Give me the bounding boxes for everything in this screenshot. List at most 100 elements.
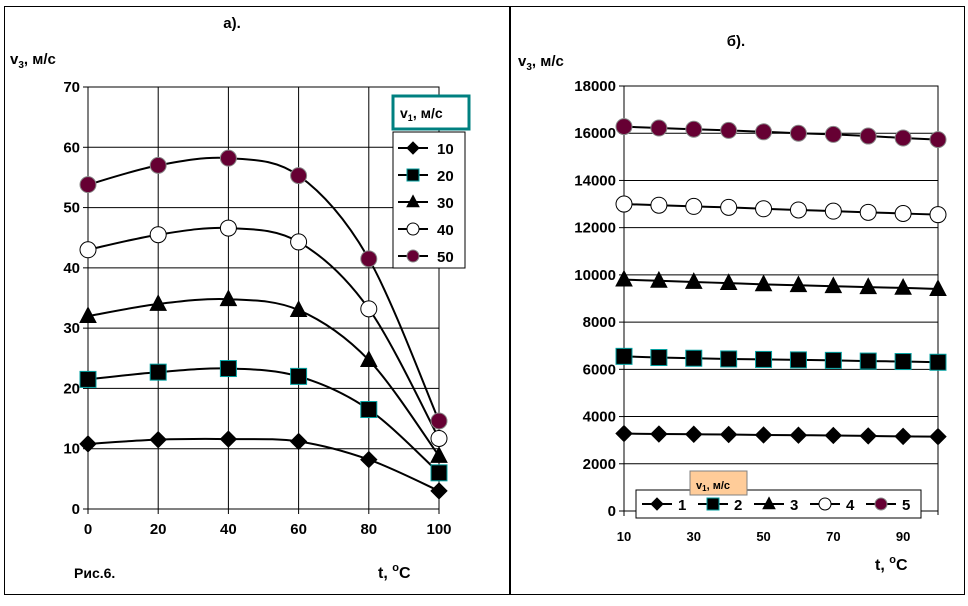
panel-a-frame [4,6,510,595]
chart-b-xtick-label: 50 [756,529,770,544]
chart-b-point-5-10 [615,118,633,136]
chart-b-point-1-70 [824,426,843,445]
chart-b: 0 2000 4000 6000 8000 10000 12000 14000 16000 180… [574,78,947,544]
chart-b-point-5-20 [650,119,668,137]
chart-b-point-5-90 [894,129,912,147]
chart-b-ytick-label: 6000 [583,361,616,378]
chart-b-point-3-50 [754,274,773,292]
chart-b-point-2-90 [894,353,912,371]
chart-a-legend-marker-50 [406,249,420,263]
chart-a-legend-label-50: 50 [437,249,454,266]
chart-a-ytick-label: 40 [63,260,80,277]
chart-b-legend-marker-2 [706,497,720,511]
chart-a-legend-marker-20 [406,168,420,182]
chart-b-ytick-label: 18000 [574,78,616,95]
chart-a-point-20-0 [79,370,97,388]
chart-b-point-2-20 [650,349,668,367]
chart-b-point-4-60 [789,201,807,219]
chart-b-ytick-label: 16000 [574,125,616,142]
chart-b-point-5-100 [929,131,947,149]
chart-b-ytick-label: 4000 [583,409,616,426]
chart-b-series-line-5 [623,125,939,141]
chart-b-point-4-40 [720,198,738,216]
chart-b-point-1-80 [859,427,877,445]
chart-a-point-20-40 [219,360,237,378]
chart-a-ytick-label: 10 [63,441,80,458]
chart-b-ytick-label: 10000 [574,267,616,284]
chart-a-legend-label-30: 30 [437,195,454,212]
chart-a-xlabel: t, oC [378,562,411,582]
chart-a-point-20-20 [149,363,167,381]
chart-a-point-50-20 [149,156,167,174]
chart-b-point-3-60 [789,275,808,293]
chart-a-point-10-0 [79,435,97,453]
chart-b-legend-title-box [689,470,748,496]
chart-a-xtick-label: 20 [150,521,167,538]
chart-a-series-20 [79,360,448,482]
chart-a-xtick-label: 80 [360,521,377,538]
chart-b-point-2-50 [755,350,773,368]
chart-a-point-10-100 [430,482,448,500]
chart-a-point-20-100 [430,464,448,482]
chart-b-point-1-50 [754,426,773,444]
chart-b-point-1-60 [789,426,808,444]
chart-b-legend-marker-5 [874,497,888,511]
chart-a-legend-marker-30 [406,194,420,208]
chart-b-series-line-4 [623,203,939,216]
chart-b-point-1-10 [615,424,633,443]
chart-b-point-3-90 [894,278,912,295]
chart-b-point-1-100 [929,427,947,446]
chart-a-series-50 [79,149,448,430]
chart-a-legend: v1, м/с 10 20 30 40 50 [391,94,471,269]
chart-b-point-4-80 [859,203,877,221]
chart-b-point-5-60 [789,124,807,142]
chart-b-legend-label-3: 3 [790,497,798,514]
chart-b-legend-label-5: 5 [902,497,910,514]
chart-b-series-1 [615,424,947,446]
panel-b-frame [510,6,965,595]
chart-a-point-50-60 [290,167,308,185]
chart-b-legend-marker-3 [762,496,776,510]
chart-a-xtick-label: 40 [220,521,237,538]
chart-b-xtick-label: 70 [826,529,840,544]
chart-b-series-4 [615,195,947,224]
chart-b-series-5 [615,118,947,149]
chart-b-point-1-90 [894,427,912,446]
chart-a-ytick-label: 30 [63,320,80,337]
chart-b-point-3-10 [615,269,633,287]
chart-b-point-4-20 [650,196,668,214]
chart-a-point-30-100 [430,446,448,463]
chart-a-point-40-20 [149,226,167,244]
chart-a-series-10 [79,430,448,500]
chart-b-ytick-label: 0 [608,503,616,520]
chart-b-point-4-100 [929,206,947,224]
chart-a-point-40-0 [79,241,97,259]
chart-b-point-3-80 [859,277,878,295]
chart-a-point-20-80 [360,401,378,419]
chart-b-point-5-40 [720,121,738,139]
chart-a-series-30 [79,289,448,463]
chart-a-xtick-label: 0 [84,521,92,538]
chart-b-ytick-label: 12000 [574,220,616,237]
figure-caption: Рис.6. [74,565,115,581]
chart-b-xtick-label: 90 [896,529,910,544]
chart-a-point-50-0 [79,176,97,194]
chart-a-point-40-60 [290,233,308,251]
chart-a-point-50-100 [430,412,448,430]
chart-b-legend-title: v1, м/с [696,480,730,493]
chart-b-xtick-label: 30 [687,529,701,544]
chart-b-point-1-20 [650,425,668,443]
chart-a-point-40-80 [360,300,378,318]
chart-b-xtick-label: 10 [617,529,631,544]
chart-a-legend-title: v1, м/с [400,105,443,123]
chart-b-legend-label-2: 2 [734,497,742,514]
chart-b-point-2-30 [685,349,703,367]
chart-a-legend-label-20: 20 [437,168,454,185]
chart-b-point-1-30 [685,425,703,443]
chart-b-legend-label-1: 1 [678,497,686,514]
chart-b-plot-area [623,85,939,512]
chart-a-xtick-label: 100 [426,521,451,538]
chart-b-point-4-90 [894,205,912,222]
chart-b-legend-label-4: 4 [846,497,855,514]
